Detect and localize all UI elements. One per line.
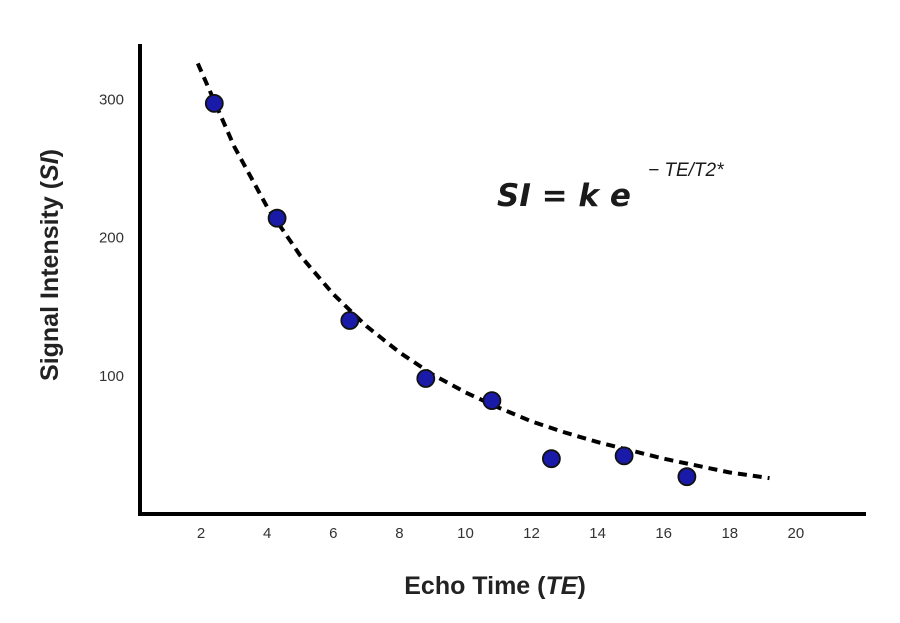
y-tick-label: 200 (99, 230, 124, 247)
x-tick-label: 12 (523, 525, 540, 542)
tick-labels-layer: 2 4 6 8 10 12 14 16 18 20 100 200 300 (99, 91, 804, 542)
y-axis-title-close: ) (36, 149, 64, 157)
equation-exponent: − TE/T2* (648, 160, 724, 181)
x-axis-title-close: ) (577, 572, 585, 600)
data-point (204, 94, 224, 113)
x-tick-label: 8 (395, 525, 403, 542)
data-points-layer (204, 94, 697, 487)
data-point (614, 446, 634, 466)
x-axis-title: Echo Time (TE) (404, 572, 586, 600)
equation: SI = k e − TE/T2* (497, 160, 724, 214)
x-tick-label: 18 (721, 525, 738, 542)
y-axis-title-main: Signal Intensity ( (36, 180, 64, 381)
y-axis-title-var: SI (36, 156, 64, 181)
x-tick-label: 16 (655, 525, 672, 542)
y-tick-label: 300 (99, 91, 124, 108)
equation-lhs: SI = k e (497, 178, 631, 214)
fit-curve-layer (195, 62, 770, 481)
x-tick-label: 6 (329, 525, 337, 542)
data-point (482, 391, 502, 411)
y-tick-label: 100 (99, 368, 124, 385)
x-tick-label: 2 (197, 525, 205, 542)
data-point (340, 311, 360, 330)
data-point (542, 449, 561, 469)
fit-curve (195, 62, 770, 481)
x-axis-title-main: Echo Time ( (404, 572, 546, 600)
x-tick-label: 10 (457, 525, 474, 542)
x-tick-label: 20 (788, 525, 805, 542)
x-tick-label: 14 (589, 525, 606, 542)
x-tick-label: 4 (263, 525, 271, 542)
data-point (416, 369, 436, 388)
y-axis-title: Signal Intensity (SI) (36, 149, 64, 381)
data-point (267, 208, 287, 228)
x-axis-title-var: TE (545, 572, 578, 600)
data-point (677, 467, 697, 487)
